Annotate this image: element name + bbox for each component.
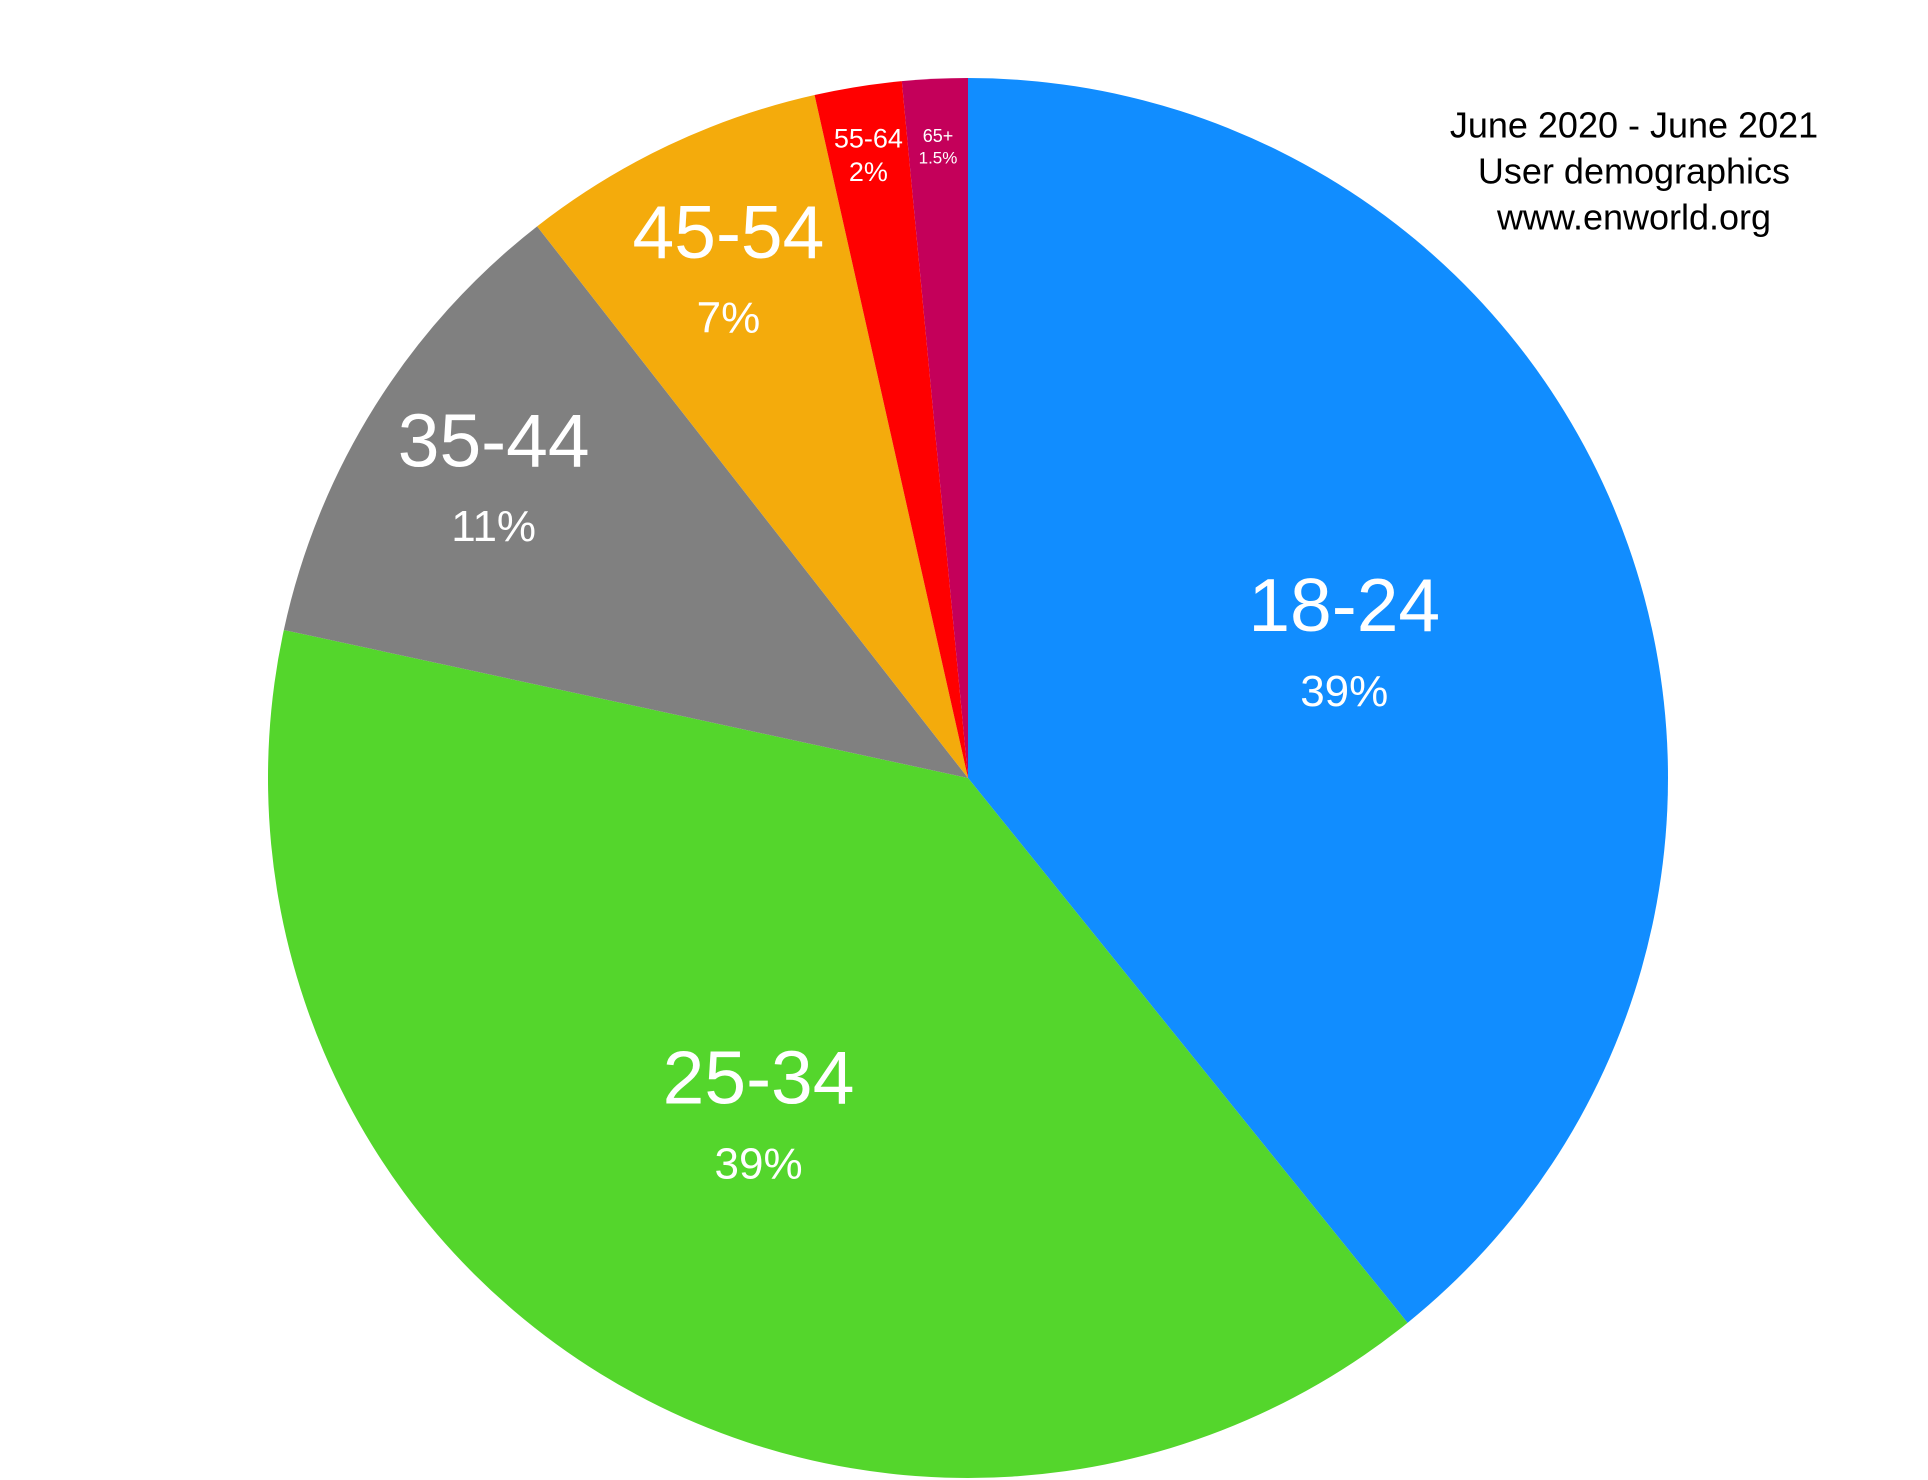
slice — [968, 78, 1668, 1323]
annotations: June 2020 - June 2021 User demographics ww… — [1450, 105, 1818, 238]
annotation: June 2020 - June 2021 — [1450, 105, 1818, 146]
slice-labels: 18-24 39% 25-34 39% 35-44 11% 45-54 7% 55-64 2% 65… — [398, 123, 1440, 1188]
slice-category: 18-24 — [1248, 563, 1440, 647]
pie — [268, 78, 1668, 1478]
slice — [283, 226, 969, 778]
slice-category: 55-64 — [834, 123, 903, 153]
slice — [901, 78, 968, 778]
slice — [814, 81, 968, 779]
slice-value-label: 39% — [1300, 667, 1388, 716]
slice-value-label: 11% — [451, 502, 536, 551]
slice-category: 35-44 — [398, 398, 590, 482]
slice-category: 65+ — [923, 126, 954, 146]
annotation: www.enworld.org — [1496, 197, 1771, 238]
slice-value-label: 1.5% — [919, 149, 958, 168]
slice-value-label: 2% — [849, 157, 888, 187]
slice — [537, 95, 968, 779]
slice-category: 25-34 — [663, 1036, 855, 1120]
slice-value-label: 7% — [697, 294, 761, 343]
slice-value-label: 39% — [715, 1139, 803, 1188]
slice — [268, 629, 1408, 1478]
slice-category: 45-54 — [633, 190, 825, 274]
annotation: User demographics — [1478, 151, 1790, 192]
